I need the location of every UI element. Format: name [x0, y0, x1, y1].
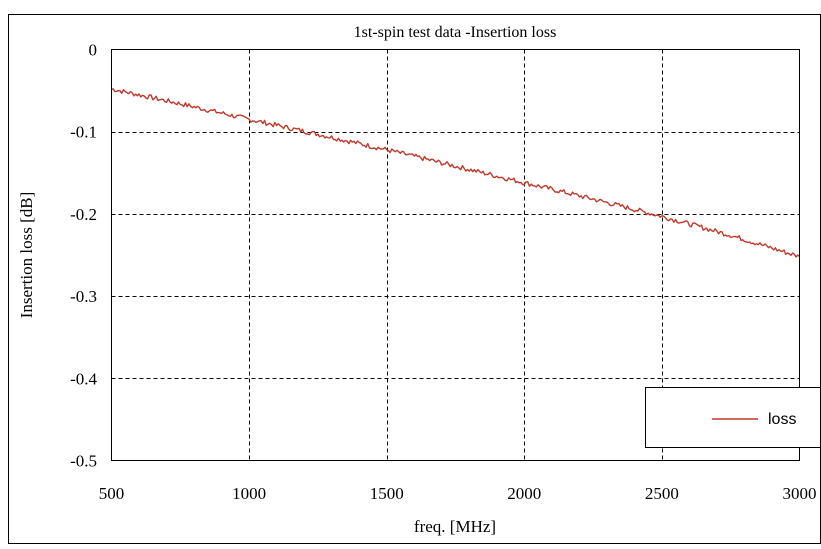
y-axis-label: Insertion loss [dB]	[17, 192, 36, 319]
series-line-loss	[111, 88, 800, 258]
x-axis-label: freq. [MHz]	[414, 517, 496, 536]
x-tick-label: 2000	[507, 484, 541, 503]
x-tick-labels: 500 1000 1500 2000 2500 3000	[99, 484, 817, 503]
legend-label-loss: loss	[768, 411, 796, 428]
legend-box	[645, 387, 821, 448]
y-tick-label: -0.2	[70, 205, 97, 224]
series-layer	[111, 88, 800, 258]
grid-lines	[111, 49, 800, 461]
legend: loss	[645, 387, 821, 448]
y-tick-label: -0.3	[70, 287, 97, 306]
y-tick-label: -0.5	[70, 452, 97, 471]
x-tick-label: 3000	[783, 484, 817, 503]
x-tick-label: 2500	[645, 484, 679, 503]
chart-title: 1st-spin test data -Insertion loss	[354, 24, 557, 41]
y-tick-label: -0.1	[70, 123, 97, 142]
x-tick-label: 1000	[232, 484, 266, 503]
x-tick-label: 1500	[370, 484, 404, 503]
plot-area	[111, 49, 800, 461]
y-tick-labels: 0 -0.1 -0.2 -0.3 -0.4 -0.5	[70, 41, 97, 471]
x-tick-label: 500	[99, 484, 125, 503]
y-tick-label: -0.4	[70, 369, 97, 388]
plot-border	[111, 49, 800, 461]
y-tick-label: 0	[89, 41, 98, 60]
